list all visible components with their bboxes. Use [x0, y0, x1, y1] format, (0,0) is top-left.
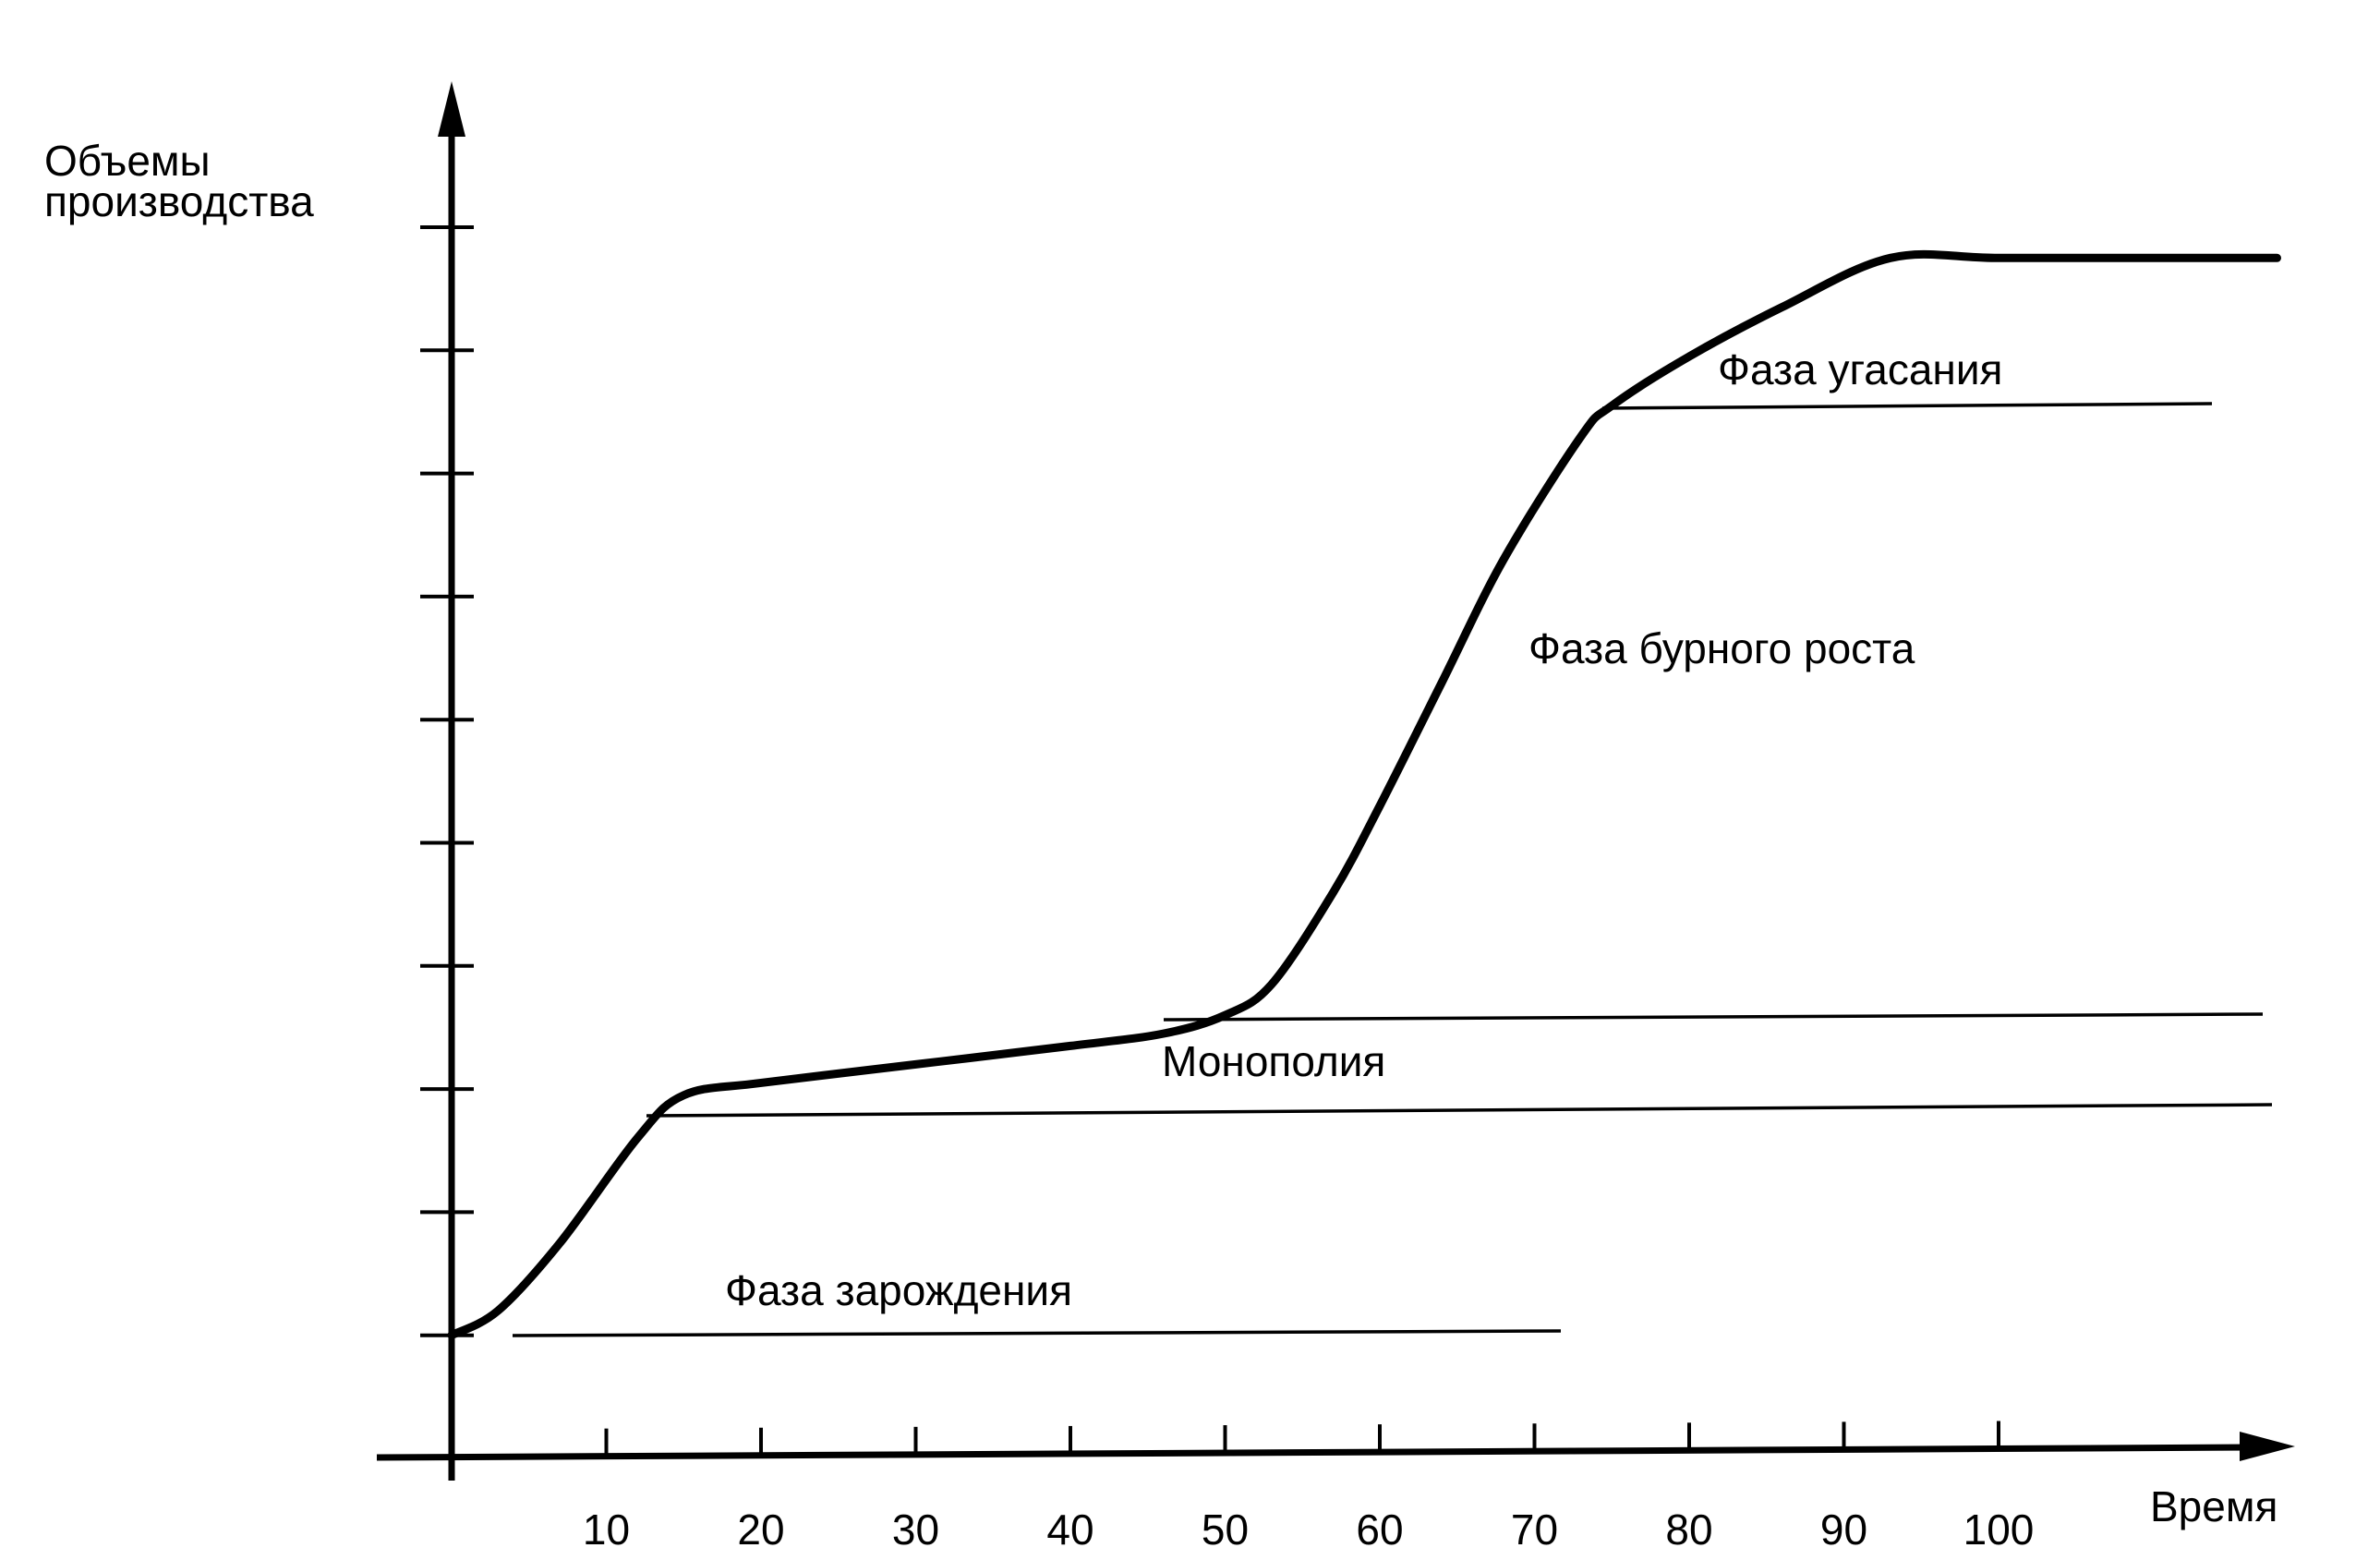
phase-label-inception: Фаза зарождения — [725, 1266, 1072, 1314]
x-axis — [376, 1444, 2254, 1461]
axes — [376, 81, 2295, 1481]
x-tick-label: 80 — [1665, 1506, 1712, 1554]
x-tick-label: 50 — [1202, 1506, 1249, 1554]
x-axis-label: Время — [2150, 1482, 2277, 1530]
y-axis-arrowhead — [438, 81, 465, 137]
y-axis-ticks — [420, 225, 474, 1337]
x-tick-label: 70 — [1511, 1506, 1558, 1554]
phase-label-decline: Фаза угасания — [1718, 345, 2002, 393]
x-axis-tick-labels: 10 20 30 40 50 60 70 80 90 100 — [583, 1506, 2034, 1554]
x-tick-label: 20 — [737, 1506, 784, 1554]
x-tick-label: 100 — [1963, 1506, 2035, 1554]
x-axis-ticks — [604, 1421, 2000, 1457]
phase-line-inception — [512, 1329, 1562, 1337]
phase-line-monopoly-top — [1163, 1012, 2264, 1022]
phase-line-decline — [1601, 402, 2213, 410]
x-tick-label: 10 — [583, 1506, 630, 1554]
production-volume-curve — [447, 249, 2281, 1340]
x-tick-label: 60 — [1356, 1506, 1403, 1554]
y-axis-label-line-1: Объемы — [44, 137, 211, 185]
phase-line-monopoly-bottom — [646, 1103, 2273, 1118]
phase-boundary-lines — [512, 402, 2273, 1337]
x-tick-label: 90 — [1820, 1506, 1867, 1554]
phase-label-rapid-growth: Фаза бурного роста — [1528, 624, 1915, 672]
x-tick-label: 30 — [892, 1506, 939, 1554]
phase-label-monopoly: Монополия — [1162, 1037, 1385, 1085]
x-axis-arrowhead — [2240, 1432, 2295, 1461]
x-tick-label: 40 — [1046, 1506, 1093, 1554]
y-axis-label-line-2: производства — [44, 177, 314, 225]
